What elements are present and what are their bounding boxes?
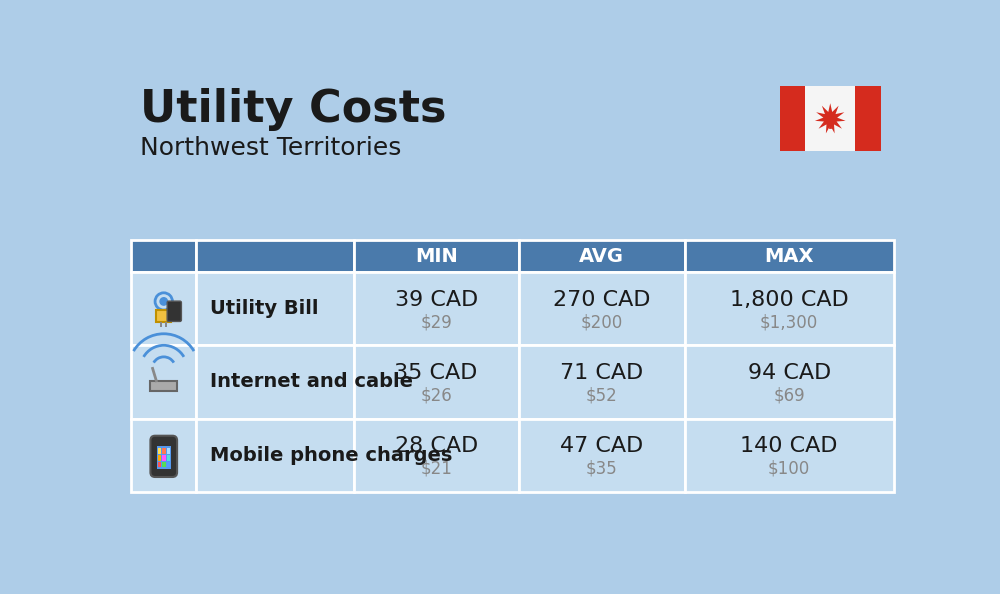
Text: Utility Costs: Utility Costs — [140, 89, 447, 131]
Bar — [685, 419, 894, 492]
Text: $200: $200 — [580, 314, 623, 331]
Text: Internet and cable: Internet and cable — [210, 372, 413, 391]
Text: 270 CAD: 270 CAD — [553, 290, 650, 309]
Bar — [685, 240, 894, 272]
Text: $26: $26 — [420, 387, 452, 405]
Bar — [165, 322, 167, 327]
Text: 71 CAD: 71 CAD — [560, 363, 643, 383]
Bar — [131, 419, 196, 492]
Text: $52: $52 — [586, 387, 618, 405]
Text: 39 CAD: 39 CAD — [395, 290, 478, 309]
Bar — [855, 86, 881, 151]
Bar — [158, 448, 161, 454]
Bar — [131, 240, 196, 272]
Bar — [131, 272, 196, 345]
FancyBboxPatch shape — [167, 301, 181, 321]
Text: Mobile phone charges: Mobile phone charges — [210, 446, 453, 465]
Bar — [167, 448, 170, 454]
Polygon shape — [815, 103, 846, 134]
Bar — [167, 462, 170, 467]
Text: $35: $35 — [586, 460, 618, 478]
Bar — [685, 272, 894, 345]
Text: 1,800 CAD: 1,800 CAD — [730, 290, 849, 309]
Bar — [780, 86, 805, 151]
Bar — [156, 310, 171, 323]
Text: $29: $29 — [420, 314, 452, 331]
Bar — [354, 345, 519, 419]
Bar — [162, 462, 166, 467]
Bar — [167, 455, 170, 460]
Bar — [157, 446, 171, 469]
Bar — [519, 272, 685, 345]
Bar — [150, 381, 177, 391]
Text: 47 CAD: 47 CAD — [560, 436, 643, 456]
Text: $100: $100 — [768, 460, 810, 478]
Bar — [158, 455, 161, 460]
Bar — [196, 345, 354, 419]
Text: 28 CAD: 28 CAD — [395, 436, 478, 456]
Bar — [685, 345, 894, 419]
Bar — [196, 272, 354, 345]
Bar — [519, 419, 685, 492]
Text: 35 CAD: 35 CAD — [394, 363, 478, 383]
Bar — [196, 419, 354, 492]
FancyBboxPatch shape — [150, 436, 177, 477]
Text: $1,300: $1,300 — [760, 314, 818, 331]
Text: AVG: AVG — [579, 247, 624, 266]
Text: 94 CAD: 94 CAD — [748, 363, 831, 383]
Bar — [354, 240, 519, 272]
Text: MAX: MAX — [764, 247, 814, 266]
Bar — [158, 462, 161, 467]
Bar — [519, 345, 685, 419]
Bar — [131, 345, 196, 419]
Bar — [780, 86, 881, 151]
Text: MIN: MIN — [415, 247, 458, 266]
Text: $21: $21 — [420, 460, 452, 478]
Bar — [162, 448, 166, 454]
Text: 140 CAD: 140 CAD — [740, 436, 838, 456]
Text: Utility Bill: Utility Bill — [210, 299, 319, 318]
Bar — [160, 322, 162, 327]
Bar — [354, 419, 519, 492]
Text: Northwest Territories: Northwest Territories — [140, 136, 402, 160]
Text: $69: $69 — [773, 387, 805, 405]
Bar — [162, 455, 166, 460]
Circle shape — [160, 298, 167, 305]
Bar — [196, 240, 354, 272]
Bar — [354, 272, 519, 345]
Bar — [519, 240, 685, 272]
